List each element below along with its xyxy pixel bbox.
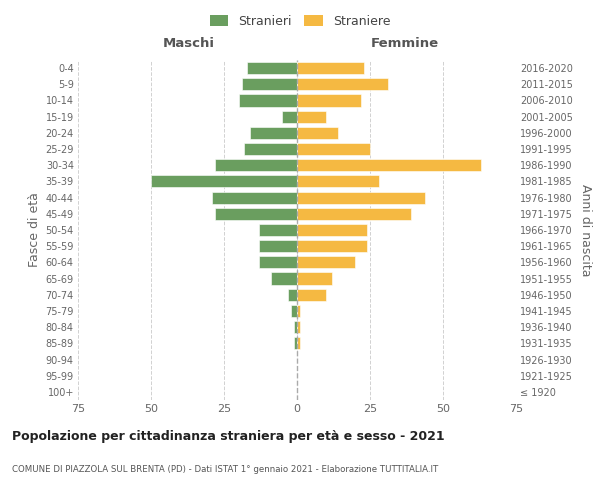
Bar xyxy=(247,62,297,74)
Bar xyxy=(297,127,338,139)
Bar xyxy=(239,94,297,106)
Bar xyxy=(271,272,297,284)
Bar xyxy=(291,305,297,317)
Bar xyxy=(297,159,481,172)
Bar xyxy=(215,159,297,172)
Y-axis label: Anni di nascita: Anni di nascita xyxy=(578,184,592,276)
Bar xyxy=(297,256,355,268)
Bar xyxy=(259,224,297,236)
Bar xyxy=(215,208,297,220)
Bar xyxy=(297,288,326,301)
Bar xyxy=(297,94,361,106)
Bar xyxy=(297,192,425,203)
Bar xyxy=(242,78,297,90)
Bar xyxy=(297,62,364,74)
Bar xyxy=(250,127,297,139)
Bar xyxy=(297,305,300,317)
Bar xyxy=(297,176,379,188)
Bar xyxy=(297,78,388,90)
Bar xyxy=(297,143,370,155)
Bar xyxy=(259,256,297,268)
Text: COMUNE DI PIAZZOLA SUL BRENTA (PD) - Dati ISTAT 1° gennaio 2021 - Elaborazione T: COMUNE DI PIAZZOLA SUL BRENTA (PD) - Dat… xyxy=(12,465,438,474)
Legend: Stranieri, Straniere: Stranieri, Straniere xyxy=(206,11,394,32)
Bar xyxy=(294,338,297,349)
Bar xyxy=(297,272,332,284)
Bar xyxy=(212,192,297,203)
Y-axis label: Fasce di età: Fasce di età xyxy=(28,192,41,268)
Bar xyxy=(297,110,326,122)
Bar xyxy=(297,321,300,333)
Bar xyxy=(288,288,297,301)
Bar xyxy=(297,338,300,349)
Text: Popolazione per cittadinanza straniera per età e sesso - 2021: Popolazione per cittadinanza straniera p… xyxy=(12,430,445,443)
Bar xyxy=(294,321,297,333)
Bar xyxy=(297,240,367,252)
Bar xyxy=(244,143,297,155)
Bar xyxy=(151,176,297,188)
Bar xyxy=(259,240,297,252)
Bar xyxy=(297,208,411,220)
Text: Femmine: Femmine xyxy=(371,37,439,50)
Text: Maschi: Maschi xyxy=(163,37,215,50)
Bar xyxy=(297,224,367,236)
Bar xyxy=(283,110,297,122)
